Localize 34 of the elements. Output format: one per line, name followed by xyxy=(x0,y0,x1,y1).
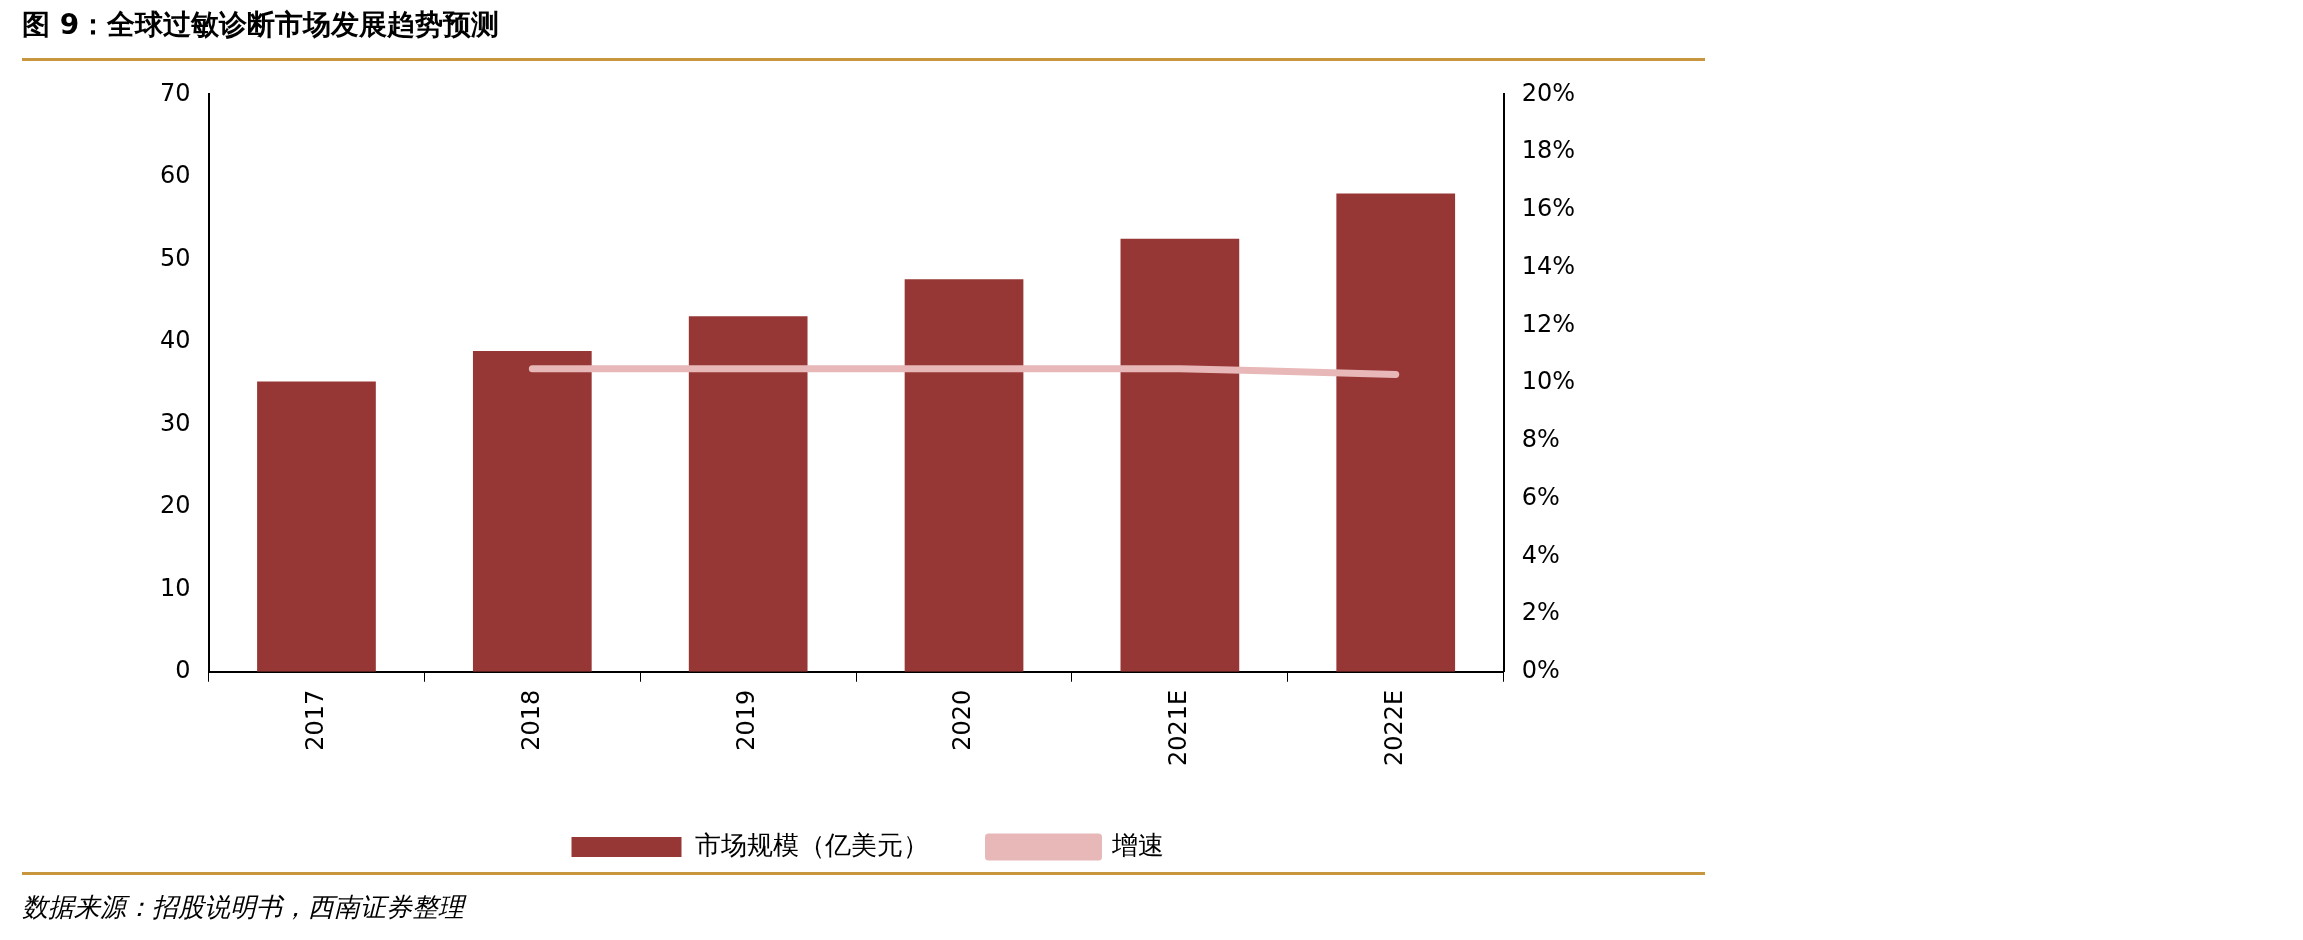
y2-tick-label: 14% xyxy=(1521,251,1575,280)
y2-tick-label: 12% xyxy=(1521,309,1575,338)
y-tick-label: 40 xyxy=(159,326,191,355)
y-tick-label: 20 xyxy=(159,491,191,520)
x-tick-label: 2019 xyxy=(732,689,761,751)
bar xyxy=(1336,193,1456,672)
y2-tick-label: 16% xyxy=(1521,194,1575,223)
y2-tick-label: 0% xyxy=(1521,655,1560,684)
bar xyxy=(1120,238,1240,672)
legend-label: 市场规模（亿美元） xyxy=(694,829,929,860)
legend-label: 增速 xyxy=(1110,829,1164,860)
x-tick-label: 2020 xyxy=(948,689,977,751)
x-tick-label: 2022E xyxy=(1379,689,1408,767)
y2-tick-label: 18% xyxy=(1521,136,1575,165)
y2-tick-label: 10% xyxy=(1521,367,1575,396)
y2-tick-label: 2% xyxy=(1521,598,1560,627)
x-tick-label: 2021E xyxy=(1164,689,1193,767)
y-tick-label: 50 xyxy=(159,243,191,272)
y-tick-label: 30 xyxy=(159,408,191,437)
y2-tick-label: 8% xyxy=(1521,425,1560,454)
chart-title: 图 9：全球过敏诊断市场发展趋势预测 xyxy=(22,7,500,43)
bar xyxy=(257,381,376,672)
y-tick-label: 10 xyxy=(159,573,191,602)
y-tick-label: 60 xyxy=(159,161,191,190)
x-tick-label: 2018 xyxy=(516,689,545,751)
y2-tick-label: 4% xyxy=(1521,540,1560,569)
y-tick-label: 0 xyxy=(175,655,191,684)
y-tick-label: 70 xyxy=(159,78,191,107)
bar xyxy=(904,279,1024,672)
y2-tick-label: 6% xyxy=(1521,482,1560,511)
bar xyxy=(472,350,592,672)
x-tick-label: 2017 xyxy=(300,689,329,751)
bar xyxy=(688,316,808,672)
y2-tick-label: 20% xyxy=(1521,78,1575,107)
